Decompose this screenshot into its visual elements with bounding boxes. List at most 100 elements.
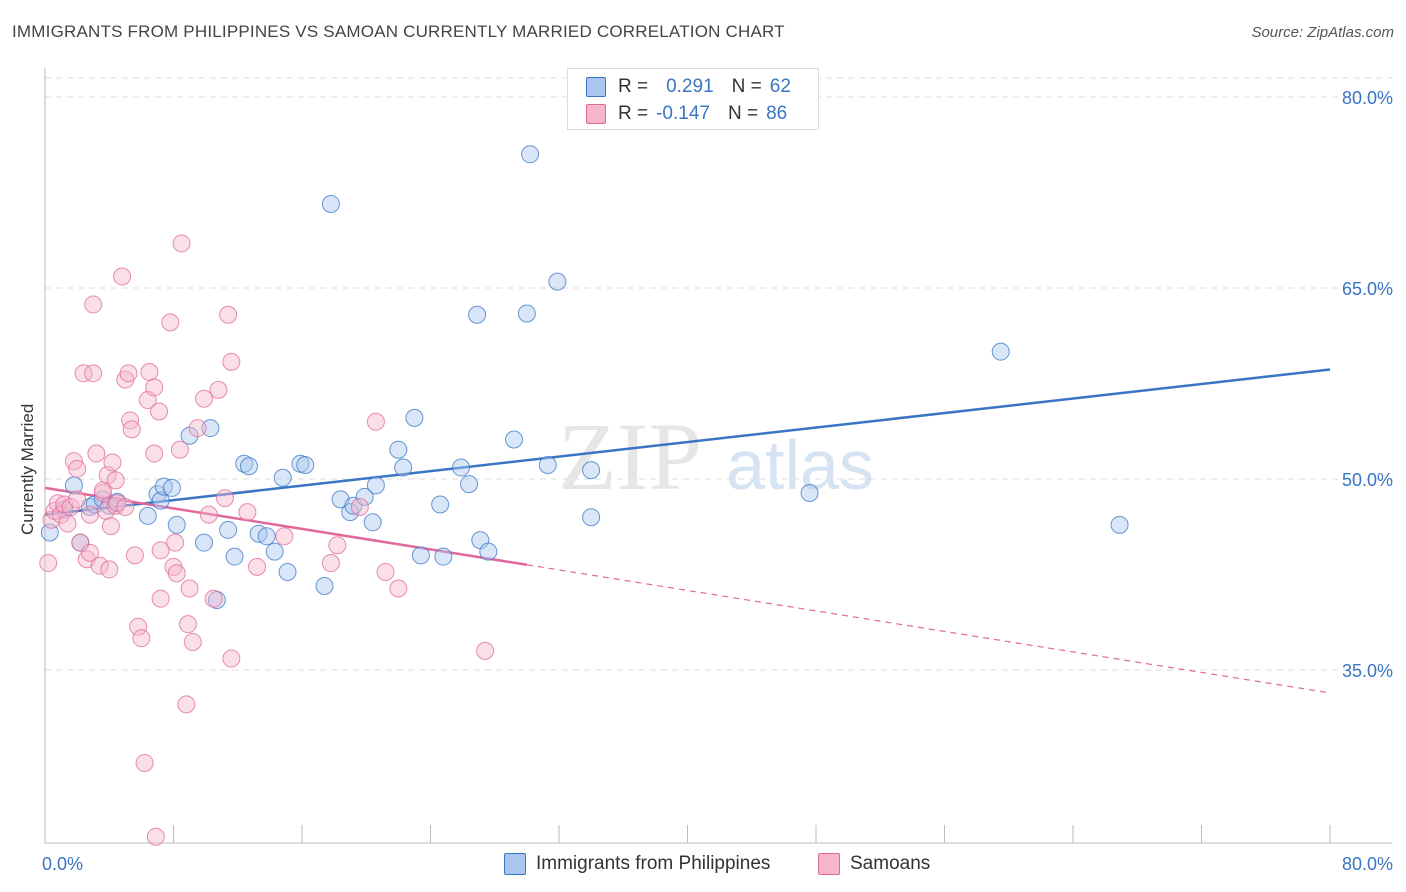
samoans-point <box>145 444 164 463</box>
bottom-legend-label: Immigrants from Philippines <box>536 853 771 874</box>
samoans-point <box>209 380 228 399</box>
samoans-point <box>101 517 120 536</box>
philippines-point <box>434 547 453 566</box>
samoans-point <box>58 514 77 533</box>
philippines-point <box>582 461 601 480</box>
samoans-point <box>68 490 87 509</box>
samoans-point <box>188 419 207 438</box>
philippines-point <box>138 506 157 525</box>
philippines-point <box>321 194 340 213</box>
philippines-point <box>991 342 1010 361</box>
philippines-point <box>800 484 819 503</box>
samoans-point <box>167 564 186 583</box>
tick-labels: 35.0% 50.0% 65.0% 80.0% 0.0% 80.0% <box>42 88 1393 874</box>
philippines-point <box>538 455 557 474</box>
samoans-point <box>135 753 154 772</box>
axes <box>44 68 1392 844</box>
philippines-point <box>521 145 540 164</box>
samoans-point <box>129 617 148 636</box>
philippines-point <box>366 476 385 495</box>
philippines-point <box>452 458 471 477</box>
bottom-legend-label: Samoans <box>850 853 931 874</box>
bottom-legend-philippines: Immigrants from Philippines <box>504 851 770 877</box>
samoans-point <box>39 554 58 573</box>
philippines-point <box>355 487 374 506</box>
samoans-point <box>84 295 103 314</box>
samoans-point <box>177 695 196 714</box>
samoans-point <box>84 364 103 383</box>
samoans-point <box>275 527 294 546</box>
samoans-point <box>106 471 125 490</box>
philippines-point <box>460 475 479 494</box>
grid-lines <box>45 77 1392 671</box>
philippines-point <box>257 527 276 546</box>
y-axis-label-wrap: Currently Married <box>18 404 38 555</box>
samoans-trend-line-dashed <box>526 564 1331 694</box>
philippines-point <box>162 478 181 497</box>
legend-n-label: N = <box>727 103 759 124</box>
philippines-point <box>201 419 220 438</box>
samoans-point <box>178 615 197 634</box>
samoans-point <box>238 503 257 522</box>
legend-row-samoans: R = -0.147 N = 86 <box>586 101 787 127</box>
samoans-point <box>87 444 106 463</box>
philippines-point <box>582 508 601 527</box>
samoans-point <box>61 498 80 517</box>
samoans-point <box>222 649 241 668</box>
y-tick-label: 80.0% <box>1342 88 1393 108</box>
y-axis-label: Currently Married <box>18 403 37 535</box>
samoans-point <box>52 505 71 524</box>
samoans-point <box>145 378 164 397</box>
source-label: Source: ZipAtlas.com <box>1251 24 1394 41</box>
samoans-point <box>151 541 170 560</box>
philippines-point <box>278 562 297 581</box>
samoans-point <box>328 536 347 555</box>
philippines-point <box>239 457 258 476</box>
samoans-point <box>366 412 385 431</box>
watermark-atlas: atlas <box>726 426 874 504</box>
samoans-point <box>476 641 495 660</box>
philippines-point <box>265 542 284 561</box>
philippines-point <box>479 542 498 561</box>
philippines-point <box>225 547 244 566</box>
samoans-point <box>204 589 223 608</box>
watermark-zip: ZIP <box>558 403 702 510</box>
philippines-point <box>548 272 567 291</box>
legend-n-value: 62 <box>769 76 791 97</box>
legend-r-label: R = <box>618 76 649 97</box>
samoans-point <box>125 546 144 565</box>
philippines-point <box>394 458 413 477</box>
watermark: ZIP atlas <box>558 403 874 510</box>
samoans-point <box>103 453 122 472</box>
legend-n-value: 86 <box>766 103 788 124</box>
legend-swatch-pink <box>586 104 606 124</box>
samoans-point <box>199 505 218 524</box>
samoans-point <box>116 498 135 517</box>
philippines-point <box>296 455 315 474</box>
y-tick-label: 65.0% <box>1342 279 1393 299</box>
legend-r-label: R = <box>618 103 649 124</box>
chart-title: IMMIGRANTS FROM PHILIPPINES VS SAMOAN CU… <box>12 22 785 41</box>
bottom-legend-swatch-pink <box>818 853 840 875</box>
philippines-point <box>273 468 292 487</box>
samoans-point <box>172 234 191 253</box>
philippines-point <box>505 430 524 449</box>
philippines-point <box>315 576 334 595</box>
samoans-point <box>74 364 93 383</box>
philippines-point <box>389 440 408 459</box>
samoans-point <box>180 579 199 598</box>
philippines-point <box>405 408 424 427</box>
samoans-point <box>132 629 151 648</box>
samoans-point <box>222 352 241 371</box>
legend-row-philippines: R = 0.291 N = 62 <box>586 74 791 100</box>
bottom-legend-swatch-blue <box>504 853 526 875</box>
samoans-point <box>121 411 140 430</box>
bottom-legend-samoans: Samoans <box>818 851 930 877</box>
legend-swatch-blue <box>586 77 606 97</box>
samoans-point <box>183 632 202 651</box>
philippines-point <box>235 454 254 473</box>
samoans-point <box>140 363 159 382</box>
samoans-point <box>113 267 132 286</box>
y-tick-label: 50.0% <box>1342 470 1393 490</box>
